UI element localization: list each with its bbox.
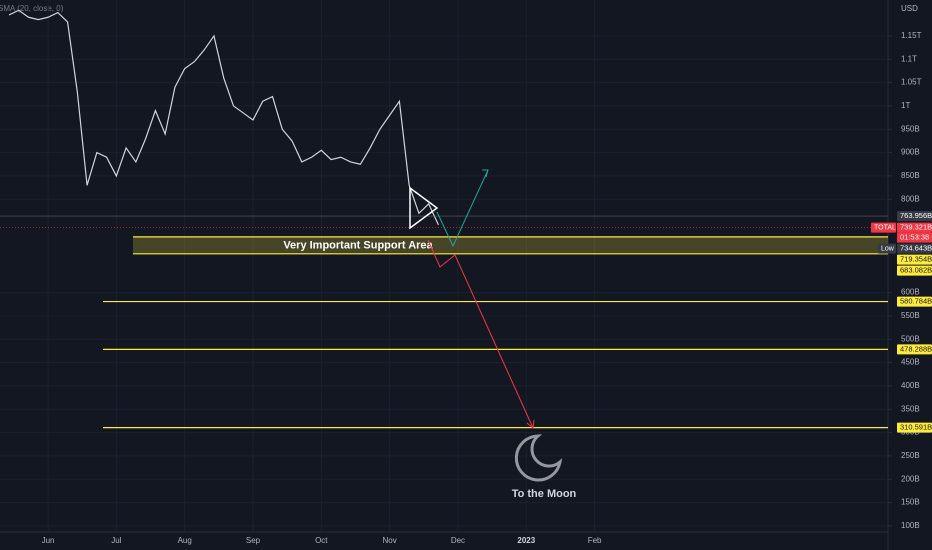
y-tick-label: 250B [901, 451, 920, 460]
moon-label: To the Moon [512, 488, 577, 500]
y-tick-label: 150B [901, 498, 920, 507]
support-label: Very Important Support Area [283, 239, 433, 251]
x-tick-label: 2023 [517, 536, 535, 545]
price-tag [897, 222, 932, 233]
price-tag-label: 763.956B [900, 211, 932, 220]
price-tag-label: 734.643B [900, 244, 932, 253]
y-tick-label: 800B [901, 194, 920, 203]
price-tag [897, 211, 932, 222]
support-area [133, 236, 888, 254]
y-tick-label: 400B [901, 381, 920, 390]
price-tag-label: 683.082B [900, 266, 932, 275]
x-tick-label: Jun [42, 536, 55, 545]
countdown-bg [897, 232, 932, 243]
price-tag-label: 580.784B [900, 297, 932, 306]
series-tag-label: Low [881, 245, 895, 252]
y-tick-label: 1.05T [901, 78, 922, 87]
y-tick-label: 1T [901, 101, 910, 110]
y-tick-label: 350B [901, 404, 920, 413]
price-tag-label: 739.321B [900, 223, 932, 232]
indicator-legend: SMA (20, close, 0) [0, 4, 64, 13]
bull-arrow [436, 169, 489, 248]
price-tag [897, 265, 932, 276]
price-line [8, 9, 439, 226]
currency: USD [901, 4, 918, 13]
y-tick-label: 1.15T [901, 31, 922, 40]
x-tick-label: Jul [111, 536, 121, 545]
countdown: 01:53:38 [900, 233, 929, 242]
price-tag [897, 296, 932, 307]
y-tick-label: 850B [901, 171, 920, 180]
y-tick-label: 550B [901, 311, 920, 320]
bull-arrow-head [482, 169, 489, 178]
x-tick-label: Sep [246, 536, 261, 545]
y-tick-label: 500B [901, 334, 920, 343]
price-tag [897, 422, 932, 433]
price-tag [897, 243, 932, 254]
series-tag-label: TOTAL [874, 224, 896, 231]
moon-icon [514, 434, 563, 482]
y-tick-label: 600B [901, 288, 920, 297]
y-tick-label: 950B [901, 124, 920, 133]
x-tick-label: Dec [451, 536, 465, 545]
triangle-pattern [409, 186, 439, 230]
x-tick-label: Feb [588, 536, 602, 545]
y-tick-label: 200B [901, 474, 920, 483]
series-tag [871, 222, 896, 233]
price-tag-label: 310.591B [900, 423, 932, 432]
bear-arrow [427, 239, 534, 429]
price-tag-label: 478.288B [900, 344, 932, 353]
bear-arrow-head [526, 419, 535, 429]
price-tag [897, 344, 932, 355]
series-tag [878, 243, 896, 254]
y-tick-label: 1.1T [901, 54, 917, 63]
x-tick-label: Nov [383, 536, 397, 545]
y-tick-label: 900B [901, 148, 920, 157]
price-tag-label: 719.354B [900, 255, 932, 264]
y-tick-label: 100B [901, 521, 920, 530]
y-tick-label: 450B [901, 358, 920, 367]
drawings [409, 169, 563, 482]
price-tag [897, 254, 932, 265]
x-tick-label: Aug [178, 536, 192, 545]
x-tick-label: Oct [315, 536, 328, 545]
